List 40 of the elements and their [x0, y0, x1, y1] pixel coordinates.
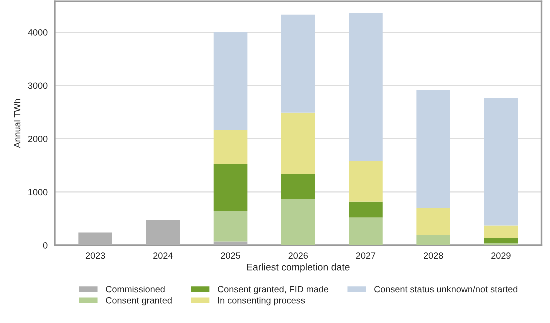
- legend-label: Consent status unknown/not started: [374, 286, 518, 293]
- x-tick-label: 2027: [356, 252, 376, 260]
- x-tick-label: 2024: [154, 252, 173, 260]
- x-tick-label: 2023: [86, 252, 106, 260]
- bar: [484, 226, 518, 238]
- y-axis-title: Annual TWh: [14, 99, 21, 148]
- bar: [349, 202, 383, 218]
- y-tick-label: 2000: [28, 136, 48, 142]
- bar: [349, 161, 383, 202]
- bar: [484, 238, 518, 244]
- bar: [281, 174, 316, 200]
- bar: [281, 112, 316, 174]
- legend-label: Consent granted, FID made: [218, 286, 329, 294]
- bar: [416, 90, 450, 208]
- x-tick-label: 2029: [492, 252, 511, 260]
- y-tick-label: 3000: [28, 82, 48, 90]
- bar: [349, 13, 383, 162]
- bar: [281, 199, 316, 246]
- x-tick-label: 2028: [424, 252, 444, 260]
- y-tick-label: 1000: [28, 189, 48, 196]
- x-axis-title: Earliest completion date: [247, 264, 350, 273]
- bar: [214, 242, 248, 246]
- bar: [214, 164, 248, 212]
- x-tick-label: 2026: [288, 252, 308, 260]
- bar: [214, 32, 248, 130]
- y-tick-label: 4000: [28, 29, 48, 36]
- legend-label: Consent granted: [106, 297, 172, 306]
- bar: [146, 220, 180, 246]
- bar: [349, 218, 383, 246]
- bar: [214, 130, 248, 165]
- legend-label: Commissioned: [106, 286, 165, 293]
- bar: [416, 235, 450, 246]
- bar: [416, 208, 450, 236]
- legend-label: In consenting process: [218, 297, 306, 306]
- bar: [484, 98, 518, 226]
- bar: [214, 211, 248, 242]
- bar: [281, 14, 316, 113]
- bar: [78, 232, 112, 246]
- y-tick-label: 0: [43, 242, 48, 249]
- x-tick-label: 2025: [221, 252, 240, 260]
